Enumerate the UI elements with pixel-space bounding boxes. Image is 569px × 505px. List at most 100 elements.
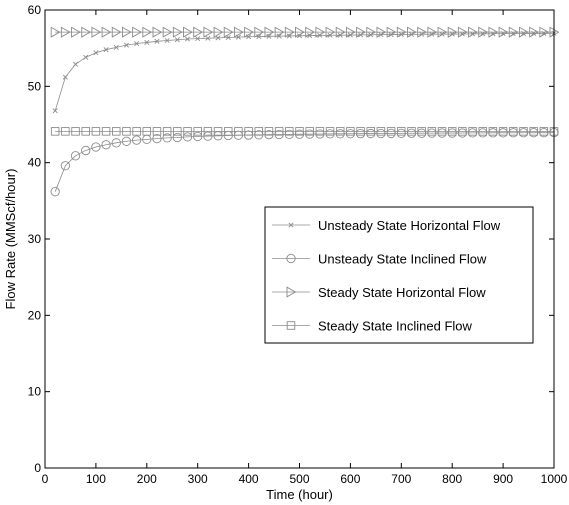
legend-item-1: Unsteady State Inclined Flow xyxy=(272,252,487,267)
legend-item-2: Steady State Horizontal Flow xyxy=(272,285,486,300)
data-point-square-marker xyxy=(285,127,294,136)
data-point-square-marker xyxy=(91,127,101,136)
data-point-square-marker xyxy=(193,127,202,136)
data-point-triangle-marker xyxy=(315,26,326,38)
axes: 0 100 200 300 400 500 600 700 800 900 1000 0 10 20 30 4… xyxy=(28,3,568,486)
data-point-square-marker xyxy=(509,127,518,136)
data-point-triangle-marker xyxy=(295,26,305,38)
plot-area xyxy=(50,26,560,197)
series-3 xyxy=(50,127,559,136)
data-point-circle-marker xyxy=(60,161,71,171)
data-point-square-marker xyxy=(71,127,80,136)
legend-box xyxy=(264,206,534,344)
data-point-circle-marker xyxy=(81,145,91,156)
data-point-triangle-marker xyxy=(71,26,81,38)
data-point-triangle-marker xyxy=(529,26,540,38)
data-point-triangle-marker xyxy=(508,26,519,38)
data-point-square-marker xyxy=(112,127,121,136)
data-point-circle-marker xyxy=(172,132,182,143)
data-point-circle-marker xyxy=(152,133,162,144)
data-point-square-marker xyxy=(447,127,457,136)
data-point-square-marker xyxy=(376,127,386,136)
data-point-square-marker xyxy=(366,127,376,136)
data-point-triangle-marker xyxy=(305,26,316,38)
data-point-square-marker xyxy=(286,321,296,330)
data-point-triangle-marker xyxy=(132,26,143,38)
series-2 xyxy=(50,26,560,38)
data-point-triangle-marker xyxy=(91,26,102,38)
data-point-triangle-marker xyxy=(437,26,448,38)
data-point-triangle-marker xyxy=(223,26,234,38)
data-point-triangle-marker xyxy=(162,26,173,38)
data-point-triangle-marker xyxy=(447,26,458,38)
data-point-triangle-marker xyxy=(498,26,509,38)
x-tick-label: 500 xyxy=(289,472,309,486)
y-tick-label: 50 xyxy=(28,79,42,93)
data-point-triangle-marker xyxy=(111,26,122,38)
x-tick-label: 600 xyxy=(340,472,360,486)
data-point-x-marker xyxy=(134,41,140,47)
data-point-x-marker xyxy=(276,33,282,39)
data-point-x-marker xyxy=(215,35,221,41)
data-point-square-marker xyxy=(223,127,233,136)
data-point-x-marker xyxy=(195,36,201,42)
legend: Unsteady State Horizontal Flow Unsteady S… xyxy=(264,206,534,344)
data-point-triangle-marker xyxy=(386,26,397,38)
data-point-x-marker xyxy=(154,38,160,44)
legend-label: Steady State Inclined Flow xyxy=(318,319,473,334)
data-point-square-marker xyxy=(315,127,325,136)
data-point-circle-marker xyxy=(91,142,101,152)
data-point-square-marker xyxy=(417,127,426,136)
x-axis-label: Time (hour) xyxy=(266,487,333,502)
data-point-square-marker xyxy=(50,127,60,136)
data-point-triangle-marker xyxy=(203,26,214,38)
data-point-square-marker xyxy=(234,127,243,136)
data-point-circle-marker xyxy=(193,131,203,142)
x-tick-label: 200 xyxy=(137,472,157,486)
data-point-square-marker xyxy=(427,127,437,136)
data-point-triangle-marker xyxy=(244,26,255,38)
data-point-square-marker xyxy=(478,127,487,136)
data-point-square-marker xyxy=(254,127,264,136)
y-tick-label: 30 xyxy=(28,232,42,246)
data-point-square-marker xyxy=(346,127,355,136)
x-tick-label: 300 xyxy=(188,472,208,486)
data-point-triangle-marker xyxy=(407,26,417,38)
x-tick-label: 800 xyxy=(442,472,462,486)
data-point-triangle-marker xyxy=(539,26,550,38)
legend-label: Steady State Horizontal Flow xyxy=(318,285,486,300)
data-point-triangle-marker xyxy=(478,26,489,38)
data-point-triangle-marker xyxy=(366,26,377,38)
data-point-x-marker xyxy=(52,108,58,114)
data-point-square-marker xyxy=(122,127,131,136)
data-point-triangle-marker xyxy=(427,26,438,38)
data-point-x-marker xyxy=(144,39,150,45)
y-tick-label: 0 xyxy=(34,461,41,475)
data-point-x-marker xyxy=(288,222,294,228)
data-point-square-marker xyxy=(488,127,498,136)
y-tick-label: 20 xyxy=(28,308,42,322)
x-tick-label: 400 xyxy=(239,472,259,486)
data-point-square-marker xyxy=(519,127,528,136)
x-tick-label: 700 xyxy=(391,472,411,486)
data-point-square-marker xyxy=(498,127,508,136)
series-line xyxy=(54,132,555,192)
data-point-triangle-marker xyxy=(356,26,366,38)
data-point-square-marker xyxy=(81,127,90,136)
data-point-triangle-marker xyxy=(519,26,529,38)
data-point-x-marker xyxy=(266,33,272,39)
data-point-circle-marker xyxy=(121,136,132,146)
data-point-triangle-marker xyxy=(488,26,499,38)
data-point-triangle-marker xyxy=(376,26,387,38)
data-point-circle-marker xyxy=(111,138,121,148)
data-point-circle-marker xyxy=(50,187,60,197)
data-point-square-marker xyxy=(356,127,365,136)
x-tick-label: 100 xyxy=(86,472,106,486)
data-point-x-marker xyxy=(93,50,99,56)
data-point-x-marker xyxy=(123,42,129,48)
data-point-x-marker xyxy=(113,44,119,50)
data-point-x-marker xyxy=(164,38,170,44)
data-point-triangle-marker xyxy=(286,286,297,298)
y-tick-label: 40 xyxy=(28,156,42,170)
